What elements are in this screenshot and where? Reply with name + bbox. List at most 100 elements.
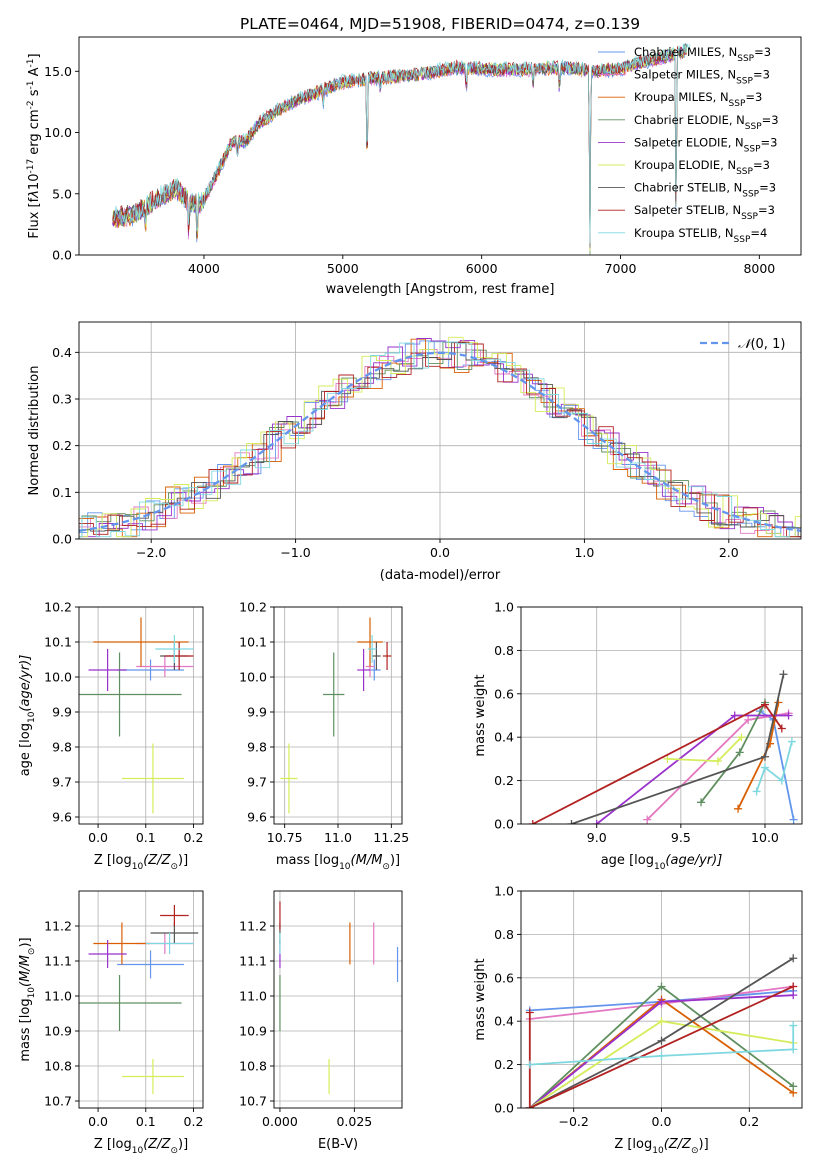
y-axis-label: age [log10(age/yr)] — [18, 655, 37, 777]
x-tick-label: 7000 — [605, 261, 637, 276]
label-part: )] — [390, 853, 400, 868]
label-part: (Z/Z — [143, 853, 171, 868]
label-part: mass [log — [276, 853, 339, 868]
weight-marker — [744, 715, 753, 724]
weight-line — [755, 741, 793, 792]
x-tick-label: 10.0 — [751, 830, 779, 845]
y-tick-label: 0.6 — [494, 686, 514, 701]
weight-marker — [643, 815, 652, 824]
normal-reference-curve — [79, 351, 801, 532]
weight-marker — [760, 763, 769, 772]
y-axis-label: mass weight — [473, 674, 488, 756]
x-tick-label: 8000 — [743, 261, 775, 276]
x-tick-label: −1.0 — [280, 545, 310, 560]
weight-vs-metallicity-panel: −0.2 0.0 0.2 0.0 0.2 0.4 0.6 0.8 1.0 Z [log10(Z/Z… — [473, 884, 803, 1156]
weight-line — [529, 1025, 795, 1066]
label-part: =4 — [750, 226, 767, 240]
label-part: A — [27, 67, 42, 80]
label-part: 10 — [27, 174, 42, 191]
plot-area — [79, 336, 801, 538]
x-tick-label: 9.5 — [671, 830, 691, 845]
weight-marker — [787, 737, 796, 746]
x-axis-label: age [log10(age/yr)] — [601, 853, 723, 872]
legend-label: Kroupa MILES, NSSP=3 — [634, 90, 762, 109]
axes-frame — [78, 36, 802, 256]
weight-marker — [567, 820, 576, 824]
axes-frame — [273, 890, 403, 1109]
y-tick-label: 10.7 — [239, 1094, 267, 1109]
y-tick-label: 5.0 — [52, 186, 72, 201]
label-part: (age/yr)] — [665, 853, 722, 868]
y-tick-label: 0.1 — [52, 485, 72, 500]
weight-marker — [697, 798, 706, 807]
label-part: 10 — [654, 862, 666, 872]
label-part: ⊙ — [382, 862, 390, 872]
label-part: =3 — [753, 158, 770, 172]
plot-area — [79, 905, 199, 1094]
weight-marker — [657, 1036, 666, 1045]
weight-marker — [789, 1082, 798, 1091]
mass-vs-extinction-panel: 0.000 0.025 10.7 10.8 10.9 11.0 11.1 11.2 E(B-V) — [239, 890, 403, 1152]
x-tick-label: 0.0 — [652, 1114, 672, 1129]
age-vs-metallicity-panel: 0.0 0.1 0.29.69.79.89.910.010.110.2Z [log1… — [18, 600, 204, 872]
y-axis-label: Normed distribution — [27, 366, 42, 496]
x-tick-label: 2.0 — [719, 545, 739, 560]
weight-marker — [789, 991, 798, 1000]
weight-marker — [734, 804, 743, 813]
legend-label: Salpeter STELIB, NSSP=3 — [634, 203, 775, 222]
y-tick-label: 1.0 — [494, 884, 514, 899]
weight-marker — [657, 982, 666, 991]
y-tick-label: 0.0 — [52, 248, 72, 263]
weight-marker — [779, 670, 788, 679]
label-part: Z [log — [94, 1137, 132, 1152]
y-tick-label: 10.7 — [44, 1094, 72, 1109]
y-tick-label: 0.0 — [494, 817, 514, 832]
label-part: =3 — [762, 113, 779, 127]
y-tick-label: 9.7 — [247, 775, 267, 790]
x-axis-label: mass [log10(M/M⊙)] — [276, 853, 400, 872]
x-tick-label: 0.2 — [184, 1114, 204, 1129]
y-tick-label: 0.4 — [52, 345, 72, 360]
weight-marker — [730, 711, 739, 720]
y-axis-label: mass [log10(M/M⊙)] — [18, 937, 37, 1061]
y-tick-label: 11.2 — [44, 919, 72, 934]
plot-area — [79, 617, 194, 814]
weight-marker — [789, 982, 798, 991]
weight-marker — [737, 733, 746, 742]
label-part: =3 — [761, 135, 778, 149]
y-tick-label: 9.9 — [247, 705, 267, 720]
y-tick-label: 0.4 — [494, 1014, 514, 1029]
axes-frame — [78, 606, 204, 825]
x-axis-label: E(B-V) — [318, 1137, 358, 1152]
label-part: SSP — [736, 167, 753, 177]
label-part: )] — [178, 1137, 188, 1152]
y-tick-label: 0.8 — [494, 643, 514, 658]
weight-marker — [777, 776, 786, 785]
weight-marker — [789, 1021, 798, 1030]
axes-frame — [520, 606, 803, 825]
weight-marker — [760, 700, 769, 709]
label-part: age [log — [601, 853, 654, 868]
legend-label: Kroupa ELODIE, NSSP=3 — [634, 158, 770, 177]
y-tick-label: 10.2 — [44, 600, 72, 615]
label-part: SSP — [745, 122, 762, 132]
label-part: 10 — [27, 711, 37, 723]
figure-title: PLATE=0464, MJD=51908, FIBERID=0474, z=0… — [240, 15, 640, 33]
label-part: 10 — [132, 1146, 144, 1156]
x-tick-label: 10.75 — [267, 830, 303, 845]
label-part: ⊙ — [170, 862, 178, 872]
label-part: )] — [699, 1137, 709, 1152]
weight-marker — [525, 1060, 534, 1069]
y-tick-label: 1.0 — [494, 600, 514, 615]
x-tick-label: −2.0 — [136, 545, 166, 560]
weight-marker — [657, 1017, 666, 1026]
label-part: -17 — [26, 159, 36, 174]
legend-label: Kroupa STELIB, NSSP=4 — [634, 226, 767, 245]
label-part: 10 — [652, 1146, 664, 1156]
weight-marker — [713, 757, 722, 766]
y-tick-label: 0.0 — [52, 532, 72, 547]
histogram-series — [79, 341, 801, 538]
axes-frame — [78, 890, 204, 1109]
